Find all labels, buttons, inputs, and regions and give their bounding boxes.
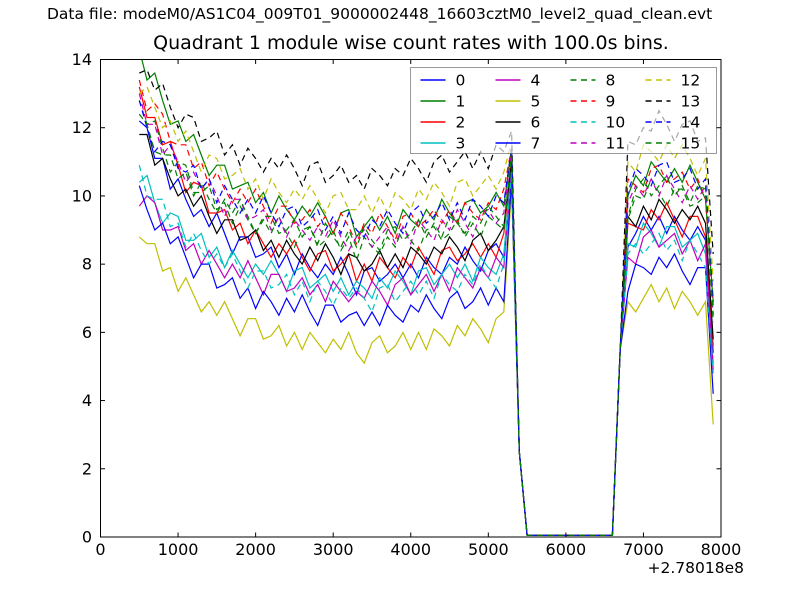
legend-item-label: 7 bbox=[531, 135, 541, 153]
plot-series bbox=[138, 59, 714, 536]
legend-item-label: 6 bbox=[531, 114, 541, 132]
data-file-label: Data file: modeM0/AS1C04_009T01_90000024… bbox=[47, 5, 712, 24]
legend-item-label: 10 bbox=[606, 114, 626, 132]
y-tick-label: 0 bbox=[82, 528, 92, 547]
axes: 0 1000 2000 3000 4000 5000 6000 7000 80000246810… bbox=[72, 50, 742, 559]
legend-item-label: 3 bbox=[456, 135, 466, 153]
x-axis-offset: +2.78018e8 bbox=[648, 559, 744, 577]
y-tick-label: 12 bbox=[72, 118, 92, 137]
series-line-14 bbox=[138, 100, 714, 536]
x-tick-label: 5000 bbox=[468, 540, 509, 559]
y-tick-label: 10 bbox=[72, 186, 92, 205]
x-tick-label: 0 bbox=[95, 540, 105, 559]
legend-frame bbox=[410, 67, 717, 154]
series-line-12 bbox=[138, 85, 714, 536]
legend-item-label: 2 bbox=[456, 114, 466, 132]
x-tick-label: 3000 bbox=[313, 540, 354, 559]
legend-item-label: 9 bbox=[606, 93, 616, 111]
x-tick-label: 6000 bbox=[546, 540, 587, 559]
y-tick-label: 2 bbox=[82, 459, 92, 478]
x-tick-label: 2000 bbox=[235, 540, 276, 559]
x-tick-label: 4000 bbox=[390, 540, 431, 559]
legend-item-label: 13 bbox=[681, 93, 701, 111]
legend-item-label: 14 bbox=[681, 114, 701, 132]
x-tick-label: 8000 bbox=[701, 540, 742, 559]
legend-item-label: 15 bbox=[681, 135, 701, 153]
y-tick-label: 4 bbox=[82, 391, 92, 410]
legend-item-label: 4 bbox=[531, 72, 541, 90]
legend-item-label: 8 bbox=[606, 72, 616, 90]
y-tick-label: 14 bbox=[72, 50, 92, 69]
x-tick-label: 1000 bbox=[158, 540, 199, 559]
legend-item-label: 5 bbox=[531, 93, 541, 111]
legend-item-label: 12 bbox=[681, 72, 701, 90]
legend-item-label: 11 bbox=[606, 135, 626, 153]
series-line-15 bbox=[138, 113, 714, 536]
y-tick-label: 8 bbox=[82, 255, 92, 274]
chart-title: Quadrant 1 module wise count rates with … bbox=[153, 32, 669, 54]
legend-item-label: 1 bbox=[456, 93, 466, 111]
x-tick-label: 7000 bbox=[623, 540, 664, 559]
y-tick-label: 6 bbox=[82, 323, 92, 342]
legend-item-label: 0 bbox=[456, 72, 466, 90]
